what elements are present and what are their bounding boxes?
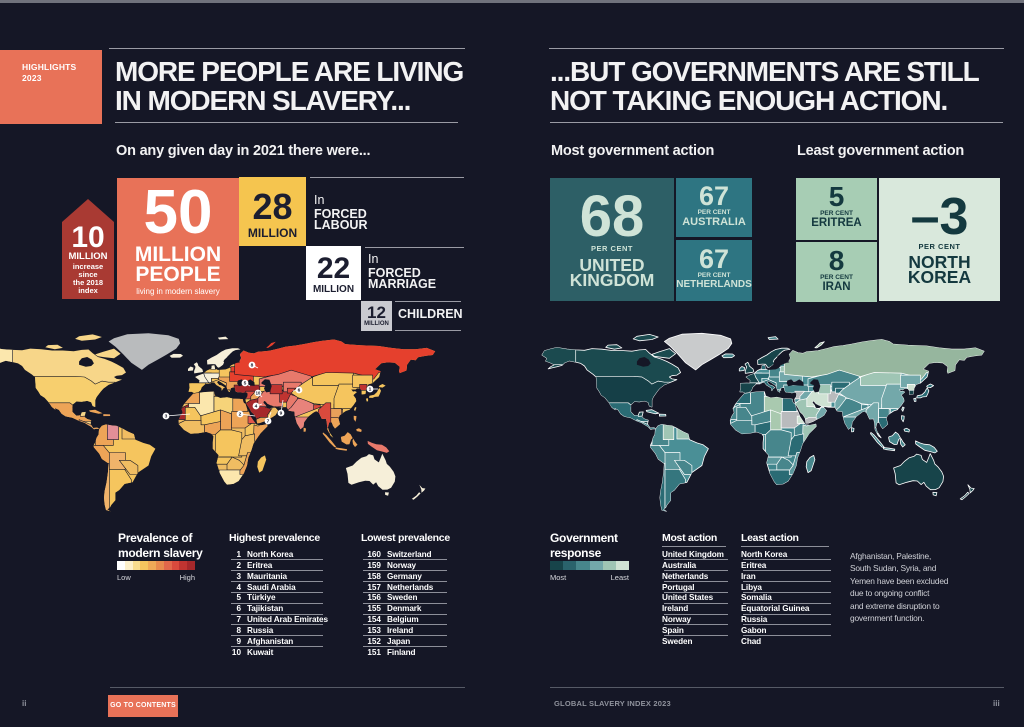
svg-text:5: 5: [244, 381, 247, 387]
svg-text:8: 8: [251, 363, 254, 369]
svg-text:the 2018: the 2018: [73, 278, 103, 287]
svg-text:4: 4: [255, 404, 258, 410]
svg-text:9: 9: [280, 411, 283, 417]
svg-text:6: 6: [298, 388, 301, 394]
svg-text:1: 1: [369, 387, 372, 393]
svg-text:3: 3: [165, 414, 168, 420]
svg-text:index: index: [78, 286, 98, 295]
svg-text:7: 7: [267, 419, 270, 425]
svg-text:MILLION: MILLION: [68, 251, 107, 262]
svg-text:10: 10: [71, 221, 104, 254]
svg-text:2: 2: [239, 412, 242, 418]
svg-text:10: 10: [256, 391, 261, 396]
svg-text:since: since: [78, 270, 97, 279]
svg-text:increase: increase: [73, 262, 103, 271]
